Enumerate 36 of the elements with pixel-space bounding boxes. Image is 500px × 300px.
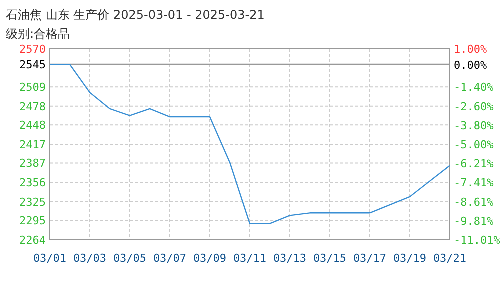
y-tick-label: 2417: [20, 138, 46, 152]
x-tick-label: 03/07: [153, 252, 187, 265]
x-tick-label: 03/05: [113, 252, 147, 265]
y-tick-label: 2448: [20, 119, 46, 132]
y2-tick-label: -3.80%: [454, 119, 494, 132]
y-tick-label: 2387: [20, 157, 46, 170]
y-tick-label: 2570: [20, 43, 46, 56]
x-tick-label: 03/15: [313, 252, 347, 265]
y2-tick-label: -11.01%: [454, 234, 500, 247]
y-tick-label: 2356: [20, 176, 46, 190]
y2-tick-label: -8.61%: [454, 196, 494, 209]
y2-tick-label: -9.81%: [454, 214, 494, 228]
y2-tick-label: -5.00%: [454, 138, 494, 152]
y2-tick-label: -7.41%: [454, 176, 494, 190]
x-tick-label: 03/01: [33, 252, 67, 265]
y-tick-label: 2325: [20, 196, 46, 209]
y-tick-label: 2264: [20, 234, 46, 247]
y2-tick-label: 0.00%: [454, 58, 488, 72]
x-tick-label: 03/11: [233, 252, 267, 265]
chart-title: 石油焦 山东 生产价 2025-03-01 - 2025-03-21: [6, 8, 265, 22]
line-series: [49, 64, 451, 224]
x-tick-label: 03/17: [353, 252, 387, 265]
y-tick-label: 2295: [20, 214, 46, 228]
y-tick-label: 2509: [20, 81, 46, 94]
x-tick-label: 03/03: [73, 252, 107, 265]
chart-subtitle: 级别:合格品: [6, 27, 70, 41]
x-tick-label: 03/19: [393, 252, 427, 265]
x-tick-label: 03/09: [193, 252, 227, 265]
y2-tick-label: -1.40%: [454, 81, 494, 94]
y2-tick-label: -2.60%: [454, 100, 494, 114]
x-tick-label: 03/13: [273, 252, 307, 265]
y2-tick-label: -6.21%: [454, 158, 494, 171]
y-tick-label: 2478: [20, 100, 46, 114]
y-tick-label: 2545: [20, 58, 46, 72]
x-tick-label: 03/21: [433, 252, 467, 265]
y2-tick-label: 1.00%: [454, 43, 488, 56]
